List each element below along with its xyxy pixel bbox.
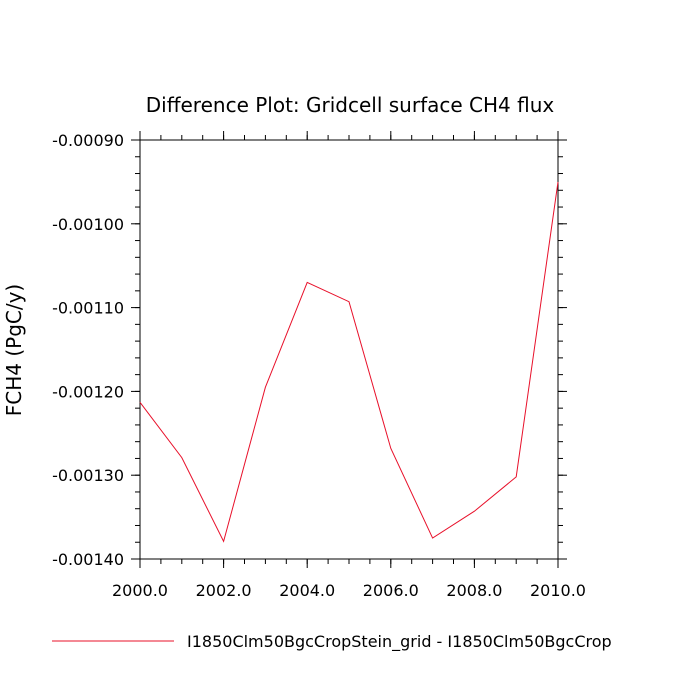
axis-ticks: -0.00090 -0.00100 -0.00110 -0.00120 -0.00130…: [52, 131, 586, 600]
chart-title: Difference Plot: Gridcell surface CH4 fl…: [146, 93, 555, 117]
x-tick-label: 2002.0: [196, 581, 252, 600]
series-layer: [139, 181, 559, 543]
x-tick-label: 2010.0: [530, 581, 586, 600]
y-axis-label: FCH4 (PgC/y): [2, 284, 26, 417]
plot-frame: [139, 139, 559, 560]
series-line: [139, 181, 559, 543]
y-tick-label: -0.00120: [52, 382, 124, 401]
x-tick-label: 2000.0: [112, 581, 168, 600]
y-tick-label: -0.00090: [52, 131, 124, 150]
x-tick-label: 2006.0: [363, 581, 419, 600]
y-tick-label: -0.00100: [52, 215, 124, 234]
y-tick-label: -0.00110: [52, 299, 124, 318]
legend: I1850Clm50BgcCropStein_grid - I1850Clm50…: [52, 632, 612, 652]
legend-label: I1850Clm50BgcCropStein_grid - I1850Clm50…: [187, 632, 612, 652]
x-tick-label: 2008.0: [446, 581, 502, 600]
y-tick-label: -0.00140: [52, 550, 124, 569]
y-tick-label: -0.00130: [52, 466, 124, 485]
x-tick-label: 2004.0: [279, 581, 335, 600]
